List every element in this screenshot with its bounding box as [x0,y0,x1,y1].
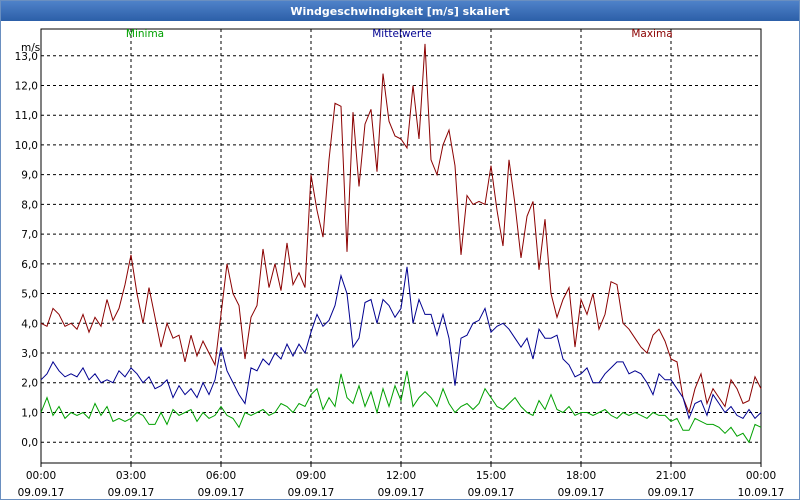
y-tick-label: 1,0 [21,407,38,419]
y-tick-label: 11,0 [15,110,38,122]
y-tick-label: 8,0 [21,199,38,211]
y-tick-label: 13,0 [15,51,38,63]
x-tick-time: 00:00 [746,470,776,482]
x-tick-date: 09.09.17 [288,487,335,499]
y-tick-label: 12,0 [15,80,38,92]
x-tick-date: 10.09.17 [738,487,785,499]
legend-maxima: Maxima [631,28,672,40]
y-axis-label: m/s [21,42,40,54]
x-tick-time: 06:00 [206,470,236,482]
window-title: Windgeschwindigkeit [m/s] skaliert [1,1,799,21]
x-tick-time: 12:00 [386,470,416,482]
x-tick-date: 09.09.17 [468,487,515,499]
x-tick-date: 09.09.17 [648,487,695,499]
y-tick-label: 6,0 [21,259,38,271]
x-tick-time: 00:00 [26,470,56,482]
x-tick-time: 15:00 [476,470,506,482]
x-tick-date: 09.09.17 [378,487,425,499]
legend-mittelwerte: Mittelwerte [372,28,432,40]
y-tick-label: 3,0 [21,348,38,360]
y-tick-label: 0,0 [21,437,38,449]
x-tick-time: 21:00 [656,470,686,482]
y-tick-label: 2,0 [21,378,38,390]
x-tick-date: 09.09.17 [18,487,65,499]
plot-frame [40,28,762,464]
legend-minima: Minima [126,28,164,40]
x-tick-date: 09.09.17 [558,487,605,499]
series-line-minima [40,370,762,444]
y-tick-label: 4,0 [21,318,38,330]
x-tick-time: 09:00 [296,470,326,482]
series-line-maxima [40,43,762,415]
y-tick-label: 9,0 [21,170,38,182]
x-tick-date: 09.09.17 [108,487,155,499]
x-tick-time: 03:00 [116,470,146,482]
x-tick-date: 09.09.17 [198,487,245,499]
y-tick-label: 10,0 [15,140,38,152]
series-line-mittelwerte [40,266,762,420]
x-tick-time: 18:00 [566,470,596,482]
y-tick-label: 7,0 [21,229,38,241]
y-tick-label: 5,0 [21,289,38,301]
